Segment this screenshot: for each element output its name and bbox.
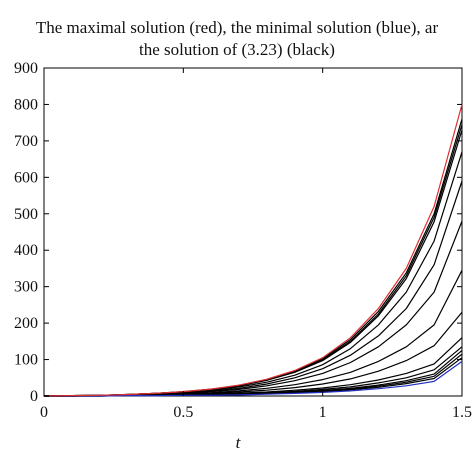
chart-title-line-2: the solution of (3.23) (black) [139, 40, 335, 59]
y-tick-label: 400 [14, 242, 38, 259]
x-axis-label: t [236, 433, 242, 452]
series-line-4 [43, 129, 463, 397]
x-tick-label: 1.5 [452, 404, 472, 421]
series-line-7 [43, 220, 463, 397]
series-line-3 [43, 124, 463, 397]
series-line-15 [44, 360, 463, 397]
series-line-8 [44, 270, 463, 397]
y-tick-label: 900 [14, 60, 38, 77]
y-tick-label: 100 [14, 352, 38, 369]
y-tick-label: 300 [14, 279, 38, 296]
series-line-5 [43, 151, 463, 397]
y-tick-label: 700 [14, 133, 38, 150]
x-tick-label: 0.5 [173, 404, 193, 421]
plot-frame [43, 67, 463, 397]
chart-title-line-1: The maximal solution (red), the minimal … [35, 18, 439, 37]
y-tick-label: 600 [14, 169, 38, 186]
y-tick-label: 800 [14, 96, 38, 113]
y-tick-label: 0 [30, 388, 38, 405]
series-line-11 [44, 346, 463, 397]
x-tick-label: 1 [319, 404, 327, 421]
y-tick-label: 200 [14, 315, 38, 332]
series-line-2 [43, 118, 463, 397]
x-tick-label: 0 [40, 404, 48, 421]
y-tick-label: 500 [14, 206, 38, 223]
series-line-1 [43, 104, 463, 397]
